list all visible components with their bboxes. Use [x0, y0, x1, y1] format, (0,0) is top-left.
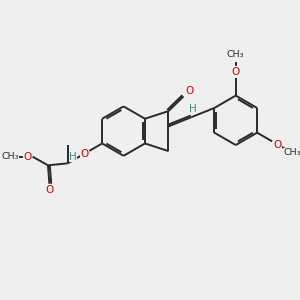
Text: O: O: [232, 67, 240, 77]
Text: CH₃: CH₃: [284, 148, 300, 158]
Text: O: O: [23, 152, 32, 162]
Text: H: H: [69, 152, 77, 162]
Text: CH₃: CH₃: [227, 50, 244, 59]
Text: O: O: [45, 185, 53, 195]
Text: O: O: [274, 140, 282, 149]
Text: O: O: [80, 149, 88, 159]
Text: CH₃: CH₃: [2, 152, 19, 161]
Text: O: O: [185, 86, 194, 96]
Text: H: H: [189, 104, 196, 114]
